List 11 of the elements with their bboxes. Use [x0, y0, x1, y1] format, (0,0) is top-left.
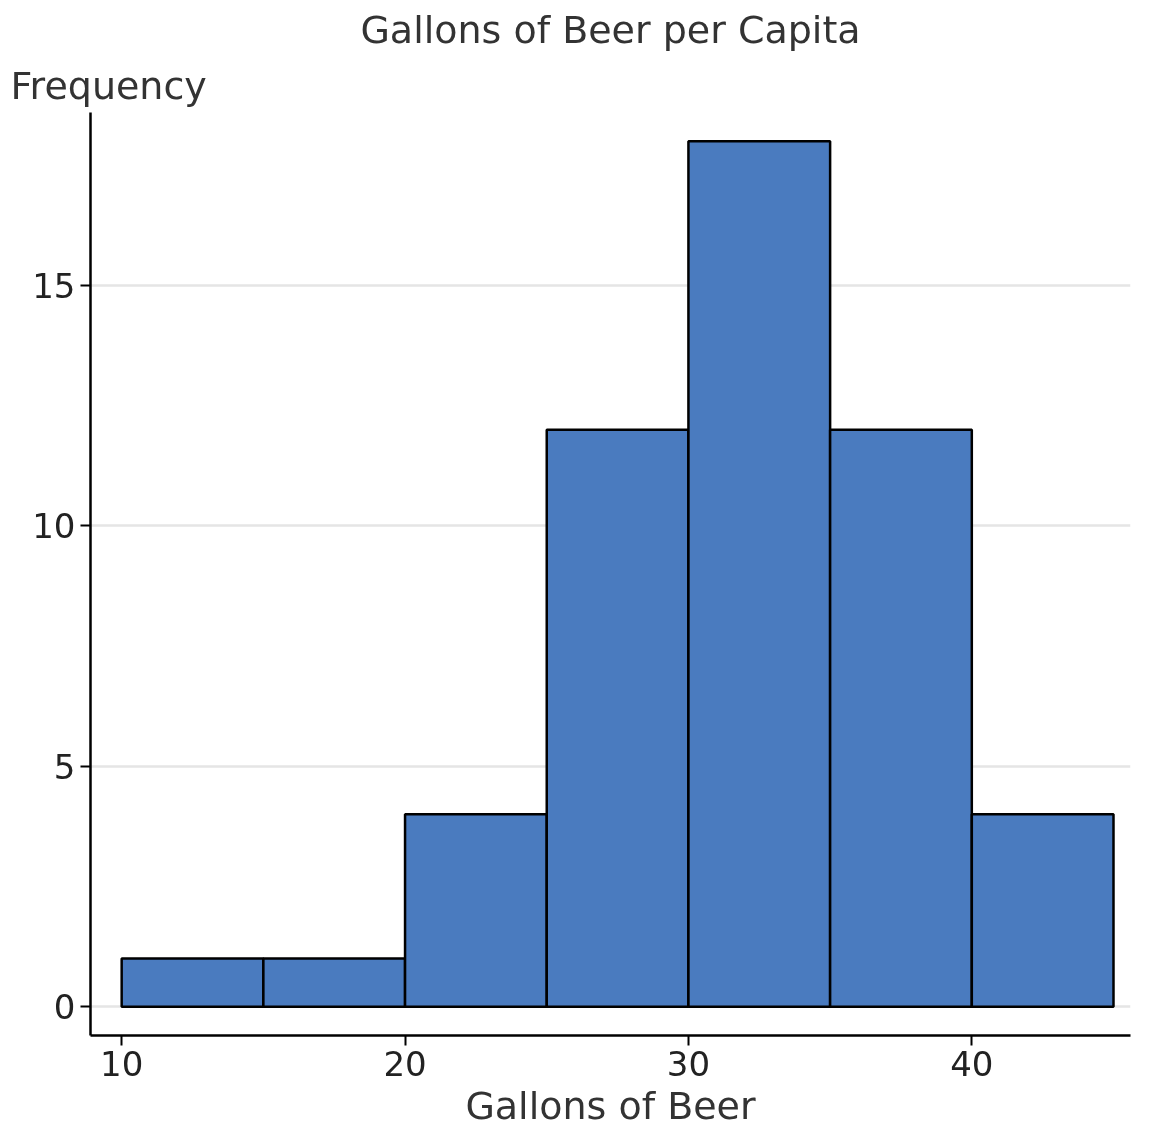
chart-title: Gallons of Beer per Capita	[360, 7, 861, 52]
y-tick-label: 10	[32, 506, 76, 547]
y-tick-label: 5	[53, 746, 76, 787]
x-tick-label: 10	[100, 1043, 144, 1084]
x-tick-label: 40	[950, 1043, 994, 1084]
y-tick-label: 0	[53, 987, 76, 1028]
y-tick-label: 15	[32, 266, 76, 307]
x-axis-title: Gallons of Beer	[465, 1083, 756, 1128]
x-tick-label: 20	[383, 1043, 427, 1084]
x-tick-label: 30	[666, 1043, 711, 1084]
y-axis-title: Frequency	[10, 63, 207, 108]
